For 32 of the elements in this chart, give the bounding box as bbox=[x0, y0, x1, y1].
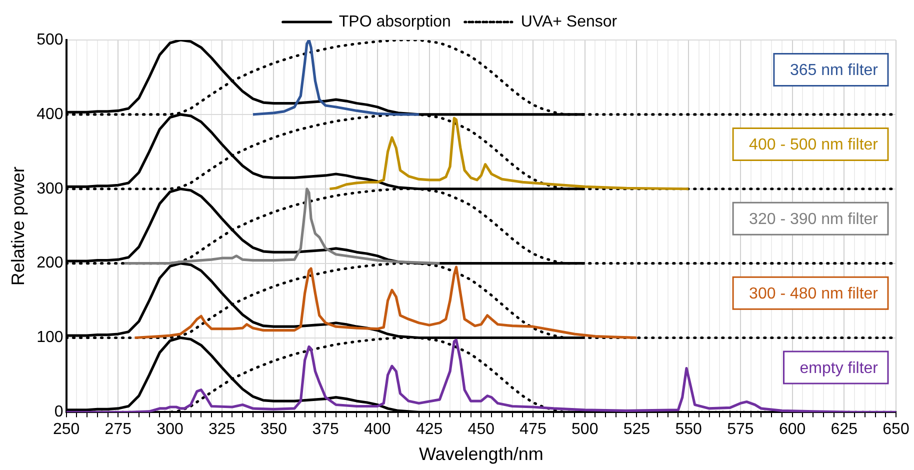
y-tick-label: 0 bbox=[54, 404, 64, 421]
x-tick-label: 500 bbox=[572, 421, 598, 438]
x-tick-label: 475 bbox=[520, 421, 546, 438]
x-tick-label: 650 bbox=[882, 421, 910, 438]
annotation: empty filter bbox=[800, 360, 879, 377]
annotation: 365 nm filter bbox=[790, 62, 879, 80]
x-tick-label: 325 bbox=[208, 421, 236, 438]
x-tick-label: 450 bbox=[468, 421, 495, 438]
annotation: 400 - 500 nm filter bbox=[749, 136, 879, 154]
legend-label: UVA+ Sensor bbox=[520, 13, 618, 30]
y-tick-label: 300 bbox=[36, 180, 64, 198]
y-tick-label: 100 bbox=[36, 329, 64, 346]
annotation: 320 - 390 nm filter bbox=[749, 211, 879, 228]
x-tick-label: 600 bbox=[778, 421, 806, 438]
x-tick-label: 250 bbox=[52, 421, 80, 438]
x-tick-label: 375 bbox=[312, 421, 340, 438]
legend-label: TPO absorption bbox=[338, 13, 451, 30]
y-axis-title: Relative power bbox=[8, 166, 28, 286]
x-tick-label: 350 bbox=[260, 421, 288, 438]
x-tick-label: 625 bbox=[830, 421, 858, 438]
x-tick-label: 525 bbox=[623, 421, 650, 438]
annotation: 300 - 480 nm filter bbox=[749, 286, 879, 302]
y-tick-label: 200 bbox=[36, 254, 64, 272]
x-tick-label: 275 bbox=[104, 421, 132, 438]
x-tick-label: 300 bbox=[156, 421, 184, 438]
x-tick-label: 575 bbox=[727, 421, 754, 438]
x-tick-label: 425 bbox=[416, 421, 443, 438]
y-tick-label: 500 bbox=[36, 31, 64, 48]
x-tick-label: 550 bbox=[675, 421, 702, 438]
x-tick-label: 400 bbox=[364, 421, 391, 438]
x-axis-title: Wavelength/nm bbox=[418, 444, 544, 464]
y-tick-label: 400 bbox=[36, 106, 64, 123]
